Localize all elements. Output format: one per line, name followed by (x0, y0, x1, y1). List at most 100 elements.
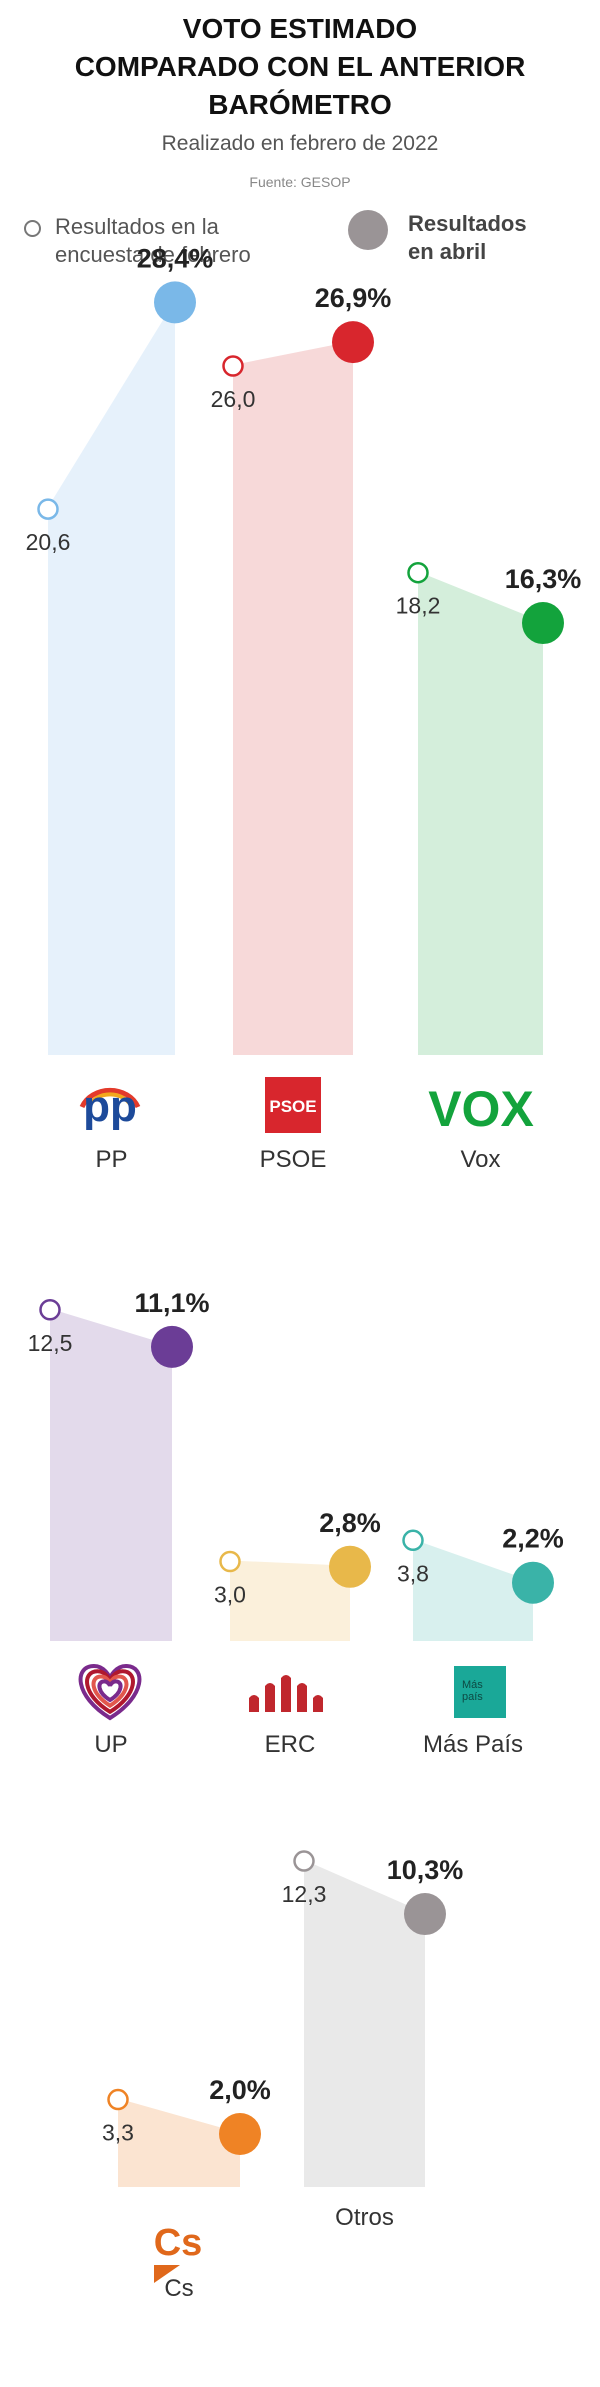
otros-april-label: 10,3% (387, 1855, 464, 1885)
cs-february-label: 3,3 (102, 2120, 134, 2146)
mas-pais-logo-text-1: Más (462, 1679, 483, 1691)
pp-category-label: PP (95, 1146, 127, 1173)
vox-april-label: 16,3% (505, 564, 582, 594)
pp-april-label: 28,4% (137, 243, 214, 273)
party-up: 12,5 11,1% UP (28, 1288, 210, 1758)
title-line-3: BARÓMETRO (208, 89, 392, 120)
erc-logo (249, 1675, 323, 1712)
psoe-april-point (332, 321, 374, 364)
legend-previous-label: Resultados en la encuesta de febrero (55, 213, 251, 269)
otros-february-point (293, 1850, 315, 1872)
pp-slope-line (47, 301, 176, 510)
psoe-area (233, 342, 353, 1055)
pp-logo-text: pp (83, 1082, 137, 1131)
erc-logo-bar-1 (249, 1695, 259, 1712)
vox-logo-text: VOX (428, 1081, 534, 1137)
cs-february-point (107, 2088, 129, 2111)
pp-february-point (37, 498, 59, 520)
cs-logo-triangle (154, 2265, 180, 2283)
psoe-april-label: 26,9% (315, 283, 392, 313)
mas-pais-april-point (512, 1561, 554, 1604)
otros-area (304, 1861, 425, 2187)
legend-current: Resultados en abril (348, 210, 527, 266)
pp-logo-arc-orange (86, 1092, 134, 1109)
psoe-logo-box (265, 1077, 321, 1133)
erc-category-label: ERC (265, 1731, 316, 1758)
erc-logo-bar-2 (265, 1683, 275, 1712)
erc-april-point (329, 1545, 371, 1588)
cs-area (118, 2099, 240, 2187)
mas-pais-category-label: Más País (423, 1731, 523, 1758)
title-line-2: COMPARADO CON EL ANTERIOR (74, 51, 526, 82)
erc-february-point (219, 1550, 241, 1573)
chart-subtitle: Realizado en febrero de 2022 (161, 132, 439, 155)
up-slope-line (49, 1308, 173, 1348)
mas-pais-logo-box (454, 1666, 506, 1718)
otros-february-label: 12,3 (282, 1881, 327, 1907)
erc-logo-bar-4 (297, 1683, 307, 1712)
cs-category-label: Cs (164, 2275, 193, 2302)
mas-pais-logo-text-2: país (462, 1691, 483, 1703)
otros-slope-line (303, 1860, 426, 1915)
psoe-february-point (222, 355, 244, 377)
vox-area (418, 572, 543, 1055)
pp-logo: pp (79, 1082, 141, 1131)
vox-slope-line (417, 571, 544, 624)
mas-pais-april-label: 2,2% (502, 1524, 564, 1554)
legend-previous-marker (24, 220, 41, 237)
pp-logo-arc-red (79, 1087, 141, 1109)
psoe-february-label: 26,0 (211, 386, 256, 412)
up-area (50, 1309, 172, 1641)
legend-previous-line-2: encuesta de febrero (55, 242, 251, 267)
erc-logo-bar-5 (313, 1695, 323, 1712)
erc-logo-bar-3 (281, 1675, 291, 1712)
pp-april-point (154, 281, 196, 324)
party-psoe: 26,0 26,9% PSOE (211, 283, 392, 1173)
up-category-label: UP (94, 1731, 127, 1758)
erc-area (230, 1561, 350, 1641)
cs-logo-text: Cs (154, 2222, 203, 2264)
cs-april-label: 2,0% (209, 2075, 271, 2105)
vox-category-label: Vox (460, 1146, 500, 1173)
party-otros: 12,3 10,3% Otros (282, 1850, 464, 2231)
psoe-category-label: PSOE (260, 1146, 327, 1173)
mas-pais-february-point (402, 1529, 424, 1552)
party-erc: 3,0 2,8% ERC (214, 1508, 381, 1758)
otros-category-label: Otros (335, 2204, 394, 2231)
up-april-point (151, 1325, 193, 1368)
party-mas-pais: 3,8 2,2% Más País (397, 1524, 564, 1758)
party-cs: 3,3 2,0% Cs (102, 2075, 271, 2302)
vox-logo: VOX (428, 1081, 534, 1137)
mas-pais-area (413, 1540, 533, 1641)
otros-april-point (404, 1893, 446, 1936)
up-april-label: 11,1% (134, 1288, 209, 1318)
mas-pais-slope-line (412, 1539, 534, 1584)
heart-logo-ring-4 (97, 1679, 123, 1703)
legend-current-line-2: en abril (408, 239, 487, 264)
psoe-logo: PSOE (265, 1077, 321, 1133)
up-february-point (39, 1299, 61, 1321)
vox-february-label: 18,2 (396, 593, 441, 619)
legend-previous: Resultados en la encuesta de febrero (24, 213, 251, 269)
cs-logo: Cs (154, 2222, 203, 2283)
erc-february-label: 3,0 (214, 1582, 246, 1608)
chart-source: Fuente: GESOP (249, 174, 351, 190)
title-line-1: VOTO ESTIMADO (182, 13, 418, 44)
psoe-logo-text: PSOE (269, 1097, 316, 1116)
heart-logo (78, 1663, 142, 1721)
legend-current-label: Resultados en abril (408, 210, 527, 266)
vox-february-point (407, 561, 429, 584)
cs-slope-line (117, 2098, 241, 2135)
legend-current-line-1: Resultados (408, 211, 527, 236)
mas-pais-february-label: 3,8 (397, 1560, 429, 1586)
erc-april-label: 2,8% (319, 1508, 381, 1538)
legend-current-marker (348, 210, 388, 250)
legend-previous-line-1: Resultados en la (55, 214, 219, 239)
pp-area (48, 302, 175, 1055)
up-february-label: 12,5 (28, 1330, 73, 1356)
party-vox: 18,2 16,3% Vox (396, 561, 582, 1173)
pp-february-label: 20,6 (26, 529, 71, 555)
chart-title: VOTO ESTIMADO COMPARADO CON EL ANTERIOR … (0, 10, 600, 124)
